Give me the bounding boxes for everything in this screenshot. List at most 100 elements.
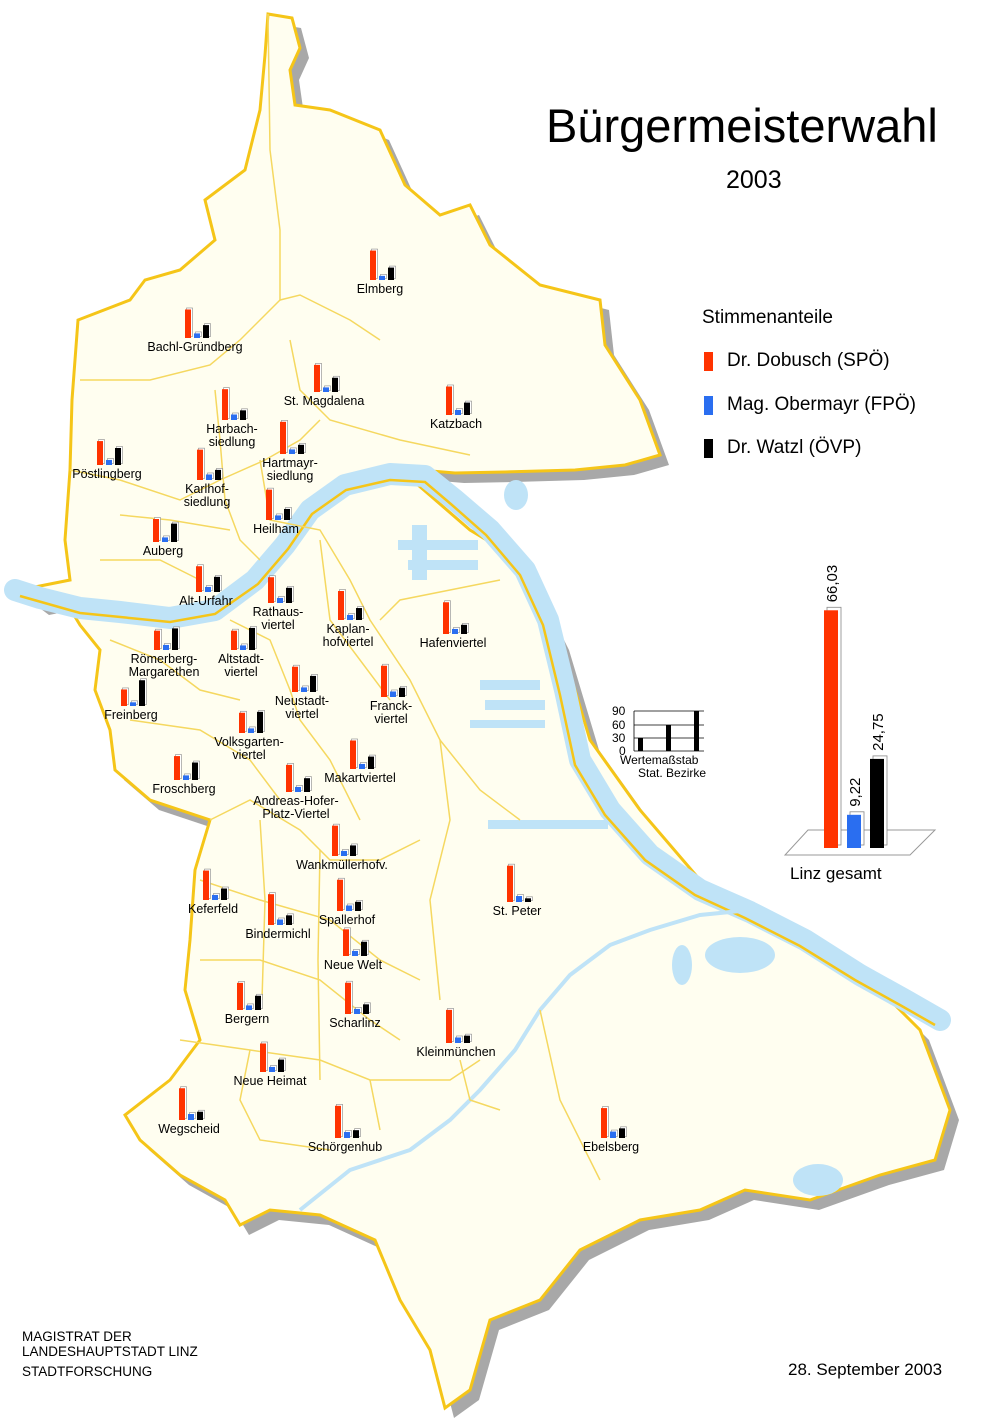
district-bar-fpo [106,459,112,465]
district-bar-spo [231,630,237,650]
district-chart: Kleinmünchen [416,1008,496,1059]
district-bar-ovp [353,1130,359,1138]
district-bar-fpo [610,1131,616,1138]
district-chart: Wankmüllerhofv. [296,823,388,872]
district-label: Pöstlingberg [72,467,142,481]
scale-bar-90 [694,711,699,751]
footer-line-2: LANDESHAUPTSTADT LINZ [22,1344,198,1359]
district-bar-spo [338,591,344,620]
district-bar-ovp [286,915,292,925]
district-bar-spo [179,1088,185,1120]
district-chart: Hartmayr-siedlung [262,419,318,483]
district-bar-ovp [286,587,292,603]
district-bar-ovp [525,898,531,902]
district-label: Froschberg [152,782,215,796]
district-bar-ovp [221,888,227,900]
district-bar-ovp [257,711,263,733]
harbour-basins [398,480,843,1196]
district-bar-fpo [194,333,200,338]
map-year: 2003 [726,166,782,194]
district-bar-spo [381,665,387,697]
district-label: viertel [374,712,407,726]
legend-item-fpo: Mag. Obermayr (FPÖ) [704,394,916,416]
district-label: Auberg [143,544,183,558]
district-chart: Elmberg [357,248,404,296]
district-label: Keferfeld [188,902,238,916]
district-label: Volksgarten- [214,735,283,749]
district-chart: Neue Heimat [234,1041,307,1088]
district-bar-fpo [347,614,353,620]
district-bar-ovp [172,628,178,650]
district-label: Ebelsberg [583,1140,639,1154]
district-label: Harbach- [206,422,257,436]
scale-tick-30: 30 [612,731,626,745]
district-bar-fpo [188,1114,194,1120]
legend-swatch-fpo [704,395,713,415]
scale-bar-30 [638,738,643,751]
district-chart: Scharlinz [329,980,381,1030]
district-bar-fpo [246,1005,252,1010]
district-bar-ovp [461,624,467,634]
district-bar-spo [239,712,245,733]
district-bar-fpo [344,1132,350,1138]
district-bar-ovp [464,1035,470,1043]
district-chart: Katzbach [430,384,482,431]
total-bar-fpo [847,814,861,848]
district-label: Makartviertel [324,771,396,785]
district-bar-spo [350,740,356,769]
district-chart: Alt-Urfahr [179,564,233,608]
map-title: Bürgermeisterwahl [546,99,938,152]
district-bar-spo [286,764,292,792]
district-bar-spo [197,449,203,480]
district-bar-fpo [455,409,461,415]
district-chart: Wegscheid [158,1086,220,1136]
total-label: Linz gesamt [790,864,882,883]
district-bar-ovp [363,1004,369,1014]
district-label: Freinberg [104,708,158,722]
district-bar-spo [196,566,202,592]
district-label: Scharlinz [329,1016,380,1030]
district-bar-spo [153,519,159,542]
district-bar-spo [601,1108,607,1138]
district-bar-spo [337,879,343,911]
district-label: Franck- [370,699,412,713]
legend-swatch-spo [704,351,713,371]
district-bar-spo [97,441,103,465]
district-bar-fpo [341,850,347,856]
district-label: Heilham [253,522,299,536]
district-bar-fpo [275,515,281,520]
legend-label-ovp: Dr. Watzl (ÖVP) [727,437,862,458]
district-bar-fpo [379,275,385,280]
district-bar-ovp [355,901,361,911]
district-bar-fpo [301,687,307,692]
district-bar-ovp [215,469,221,480]
scale-tick-60: 60 [612,718,626,732]
district-bar-ovp [255,995,261,1010]
district-bar-spo [446,1009,452,1043]
legend-heading: Stimmenanteile [702,307,833,328]
district-charts: Elmberg Bachl-Gründberg St. Magdalena Katzb… [72,248,639,1154]
legend-item-ovp: Dr. Watzl (ÖVP) [704,437,861,459]
district-chart: Makartviertel [324,738,396,785]
district-bar-spo [268,894,274,925]
district-bar-fpo [323,387,329,392]
district-label: Kleinmünchen [416,1045,495,1059]
district-bar-fpo [359,763,365,769]
district-bar-ovp [356,608,362,620]
district-bar-fpo [452,628,458,634]
district-label: St. Peter [493,904,542,918]
district-label: Margarethen [129,665,200,679]
district-label: hofviertel [323,635,374,649]
district-bar-spo [507,865,513,902]
district-chart: Heilham [253,487,299,536]
district-bar-ovp [203,325,209,338]
district-bar-spo [343,929,349,956]
district-chart: Bindermichl [245,892,311,941]
district-chart: Volksgarten-viertel [214,710,284,762]
district-bar-spo [370,250,376,280]
district-bar-spo [268,577,274,603]
value-scale: 90 60 30 0 Wertemaßstab Stat. Bezirke [612,704,706,780]
district-label: Neue Welt [324,958,383,972]
district-label: Alt-Urfahr [179,594,232,608]
district-label: Elmberg [357,282,404,296]
